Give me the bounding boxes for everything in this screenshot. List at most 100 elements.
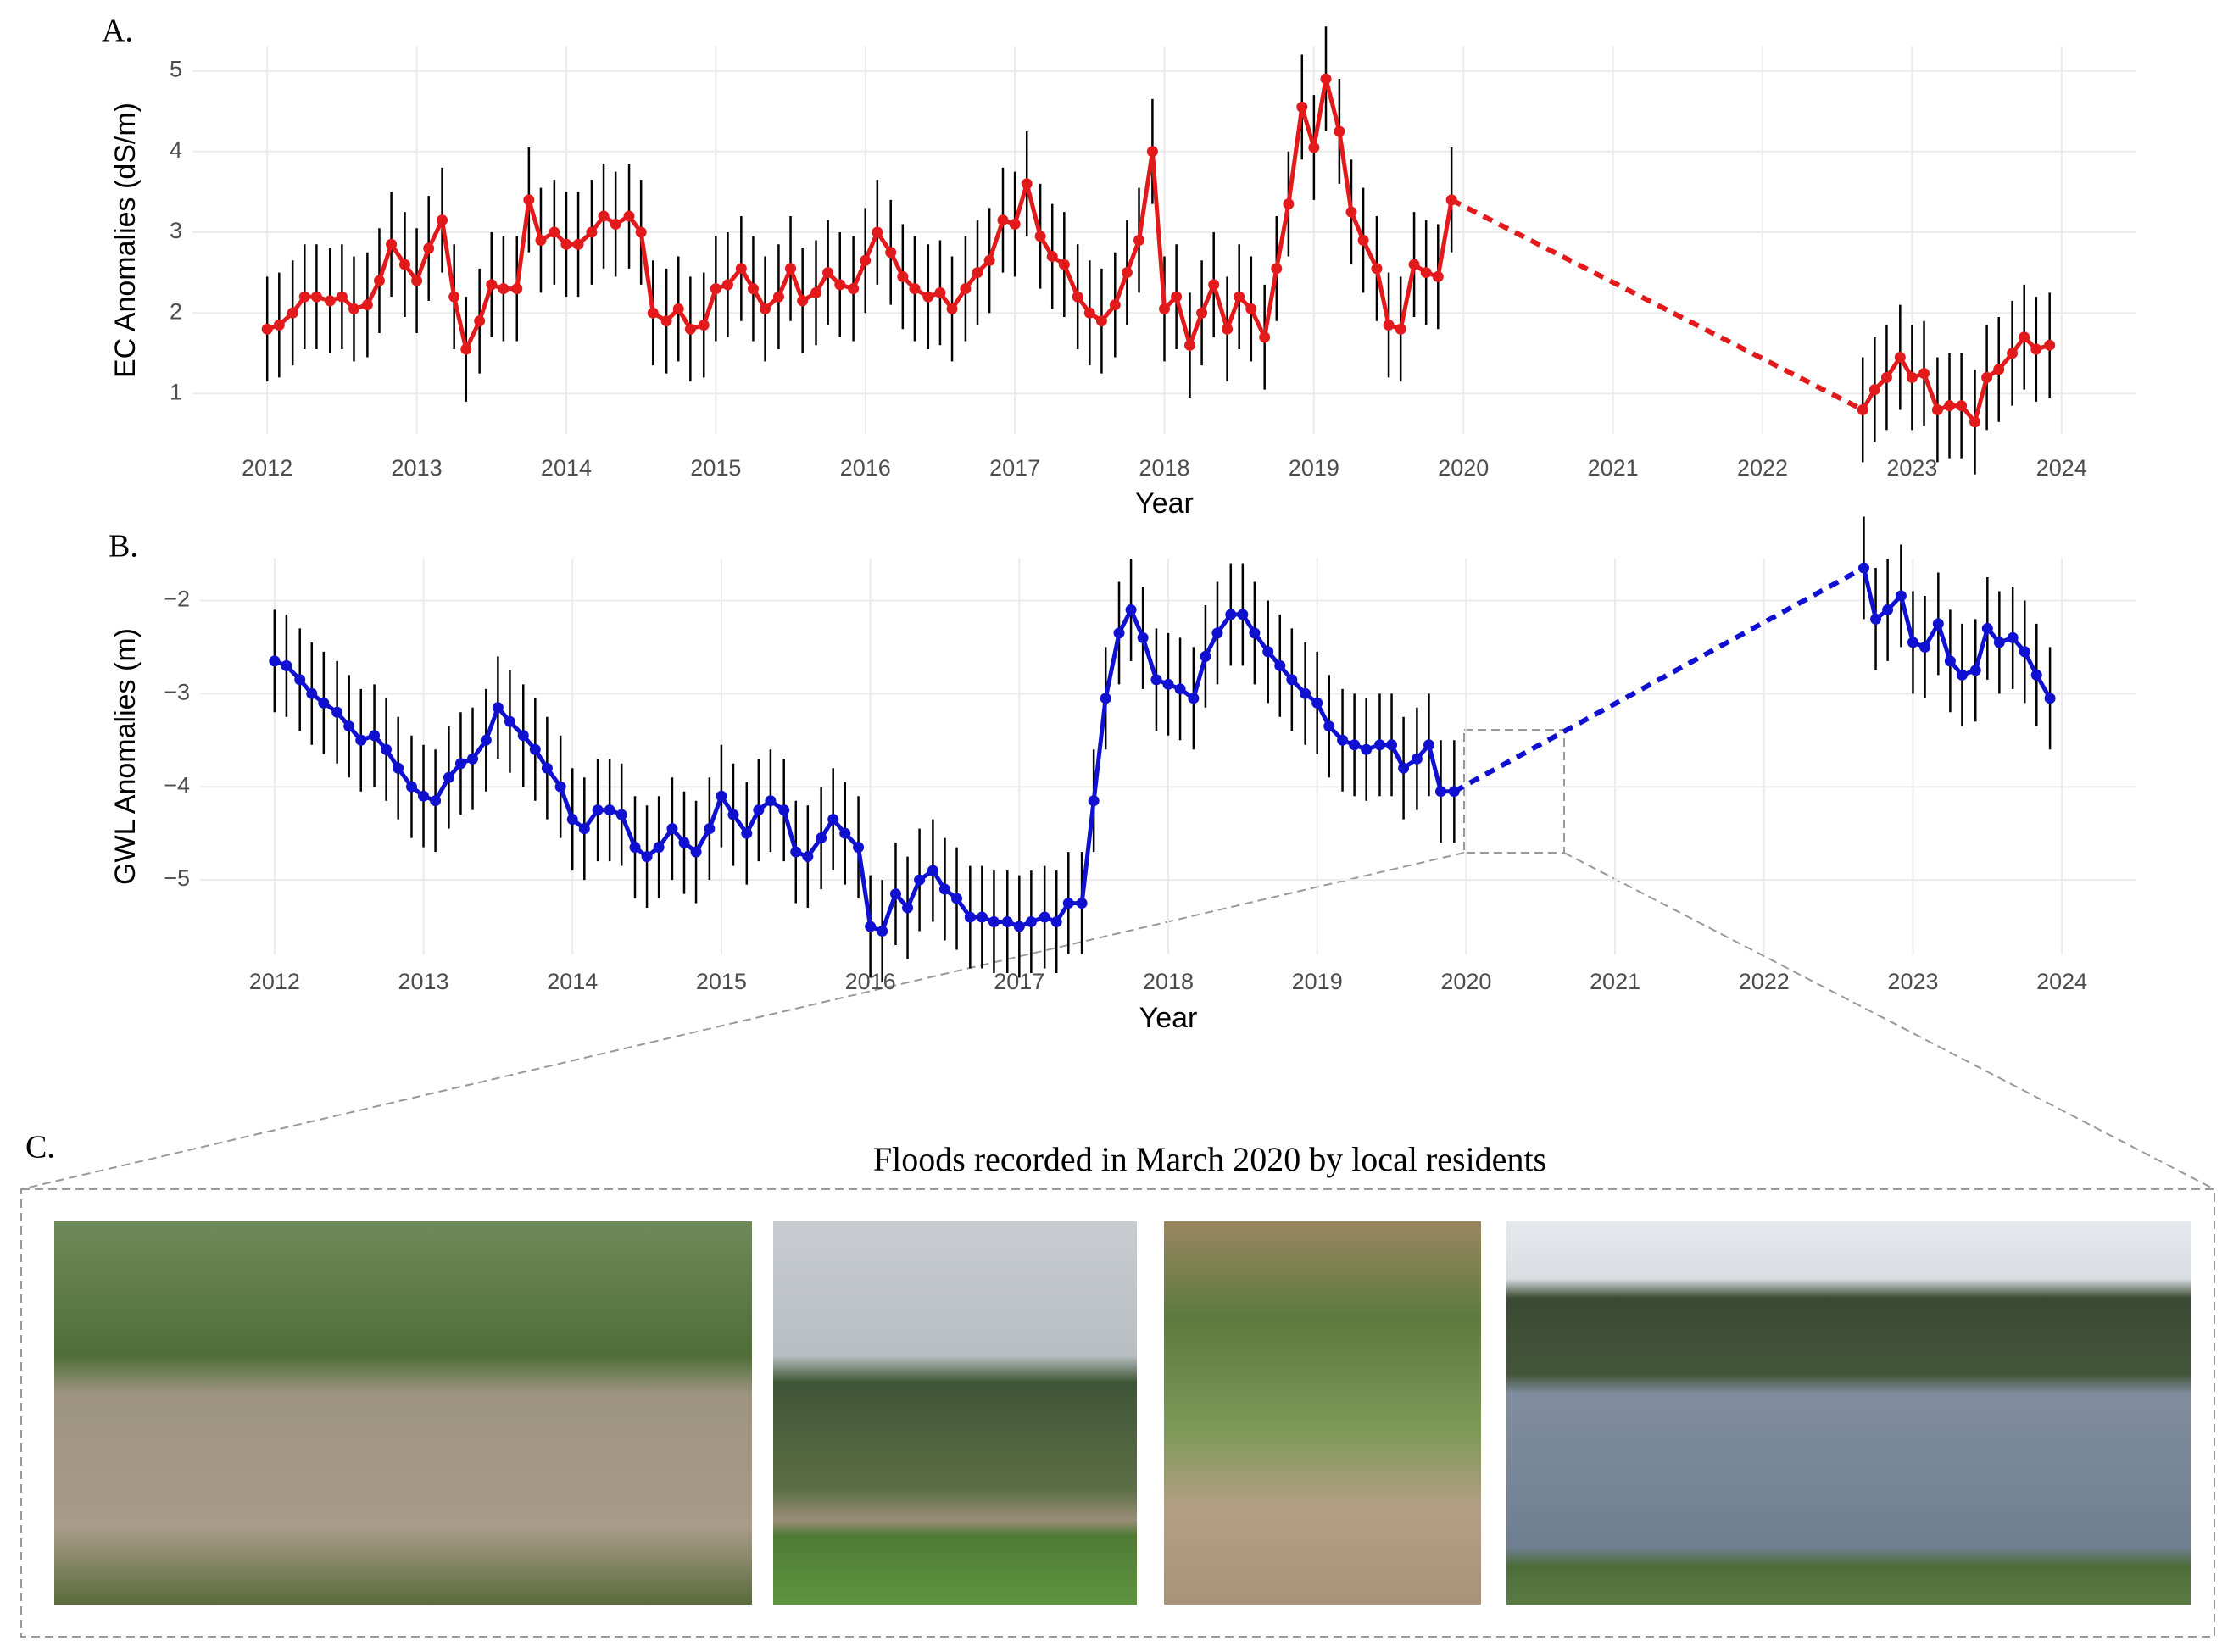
x-tick-label: 2012 bbox=[249, 969, 300, 994]
data-point bbox=[1121, 267, 1133, 279]
data-point bbox=[1137, 631, 1149, 643]
data-point bbox=[934, 286, 946, 298]
data-point bbox=[727, 809, 739, 820]
data-point bbox=[535, 235, 547, 246]
data-point bbox=[976, 911, 988, 923]
data-point bbox=[1259, 331, 1271, 343]
data-point bbox=[1062, 898, 1074, 909]
data-point bbox=[361, 299, 373, 311]
y-tick-label: −3 bbox=[164, 679, 190, 704]
data-point bbox=[1162, 678, 1174, 690]
data-point bbox=[698, 319, 710, 331]
data-point bbox=[897, 270, 909, 282]
panel-label: A. bbox=[102, 14, 133, 49]
data-point bbox=[629, 842, 641, 854]
data-line bbox=[273, 604, 1455, 934]
data-point bbox=[269, 655, 281, 667]
data-point bbox=[1944, 400, 1956, 412]
y-tick-label: 3 bbox=[170, 218, 182, 243]
data-point bbox=[504, 715, 515, 727]
data-point bbox=[398, 259, 410, 270]
data-point bbox=[1125, 604, 1137, 615]
data-point bbox=[889, 888, 901, 900]
data-point bbox=[1274, 659, 1286, 671]
data-point bbox=[437, 214, 448, 226]
data-point bbox=[554, 781, 566, 793]
data-point bbox=[1969, 665, 1981, 676]
data-point bbox=[1200, 650, 1211, 662]
data-point bbox=[1283, 198, 1295, 210]
data-point bbox=[1034, 231, 1046, 242]
data-point bbox=[523, 194, 535, 206]
data-point bbox=[1234, 291, 1245, 303]
data-point bbox=[1969, 416, 1981, 428]
data-point bbox=[511, 283, 523, 295]
data-point bbox=[1196, 307, 1208, 319]
data-point bbox=[549, 226, 560, 238]
data-point bbox=[2007, 631, 2019, 643]
data-point bbox=[1271, 263, 1283, 275]
data-point bbox=[1345, 206, 1357, 218]
data-point bbox=[1395, 323, 1406, 335]
data-point bbox=[598, 210, 610, 222]
data-point bbox=[641, 851, 653, 863]
data-point bbox=[1237, 609, 1249, 620]
data-point bbox=[348, 303, 359, 314]
data-point bbox=[1150, 674, 1162, 686]
data-point bbox=[2019, 331, 2030, 343]
data-point bbox=[294, 674, 306, 686]
data-point bbox=[1337, 734, 1349, 746]
data-point bbox=[1222, 323, 1234, 335]
data-point bbox=[623, 210, 635, 222]
data-point bbox=[517, 730, 529, 742]
data-point bbox=[1262, 646, 1274, 658]
y-tick-label: 2 bbox=[170, 298, 182, 324]
data-point bbox=[480, 734, 492, 746]
data-point bbox=[336, 291, 348, 303]
data-point bbox=[877, 926, 888, 937]
data-point bbox=[1021, 178, 1033, 190]
data-point bbox=[1174, 683, 1186, 695]
data-point bbox=[1956, 400, 1968, 412]
data-point bbox=[1334, 125, 1345, 137]
x-tick-label: 2021 bbox=[1590, 969, 1640, 994]
y-axis-title: EC Anomalies (dS/m) bbox=[109, 103, 142, 378]
data-point bbox=[1113, 627, 1125, 639]
data-point bbox=[1895, 590, 1907, 602]
data-point bbox=[430, 795, 442, 807]
data-line bbox=[1862, 567, 2052, 700]
x-tick-label: 2024 bbox=[2036, 455, 2087, 481]
data-point bbox=[331, 706, 343, 718]
data-point bbox=[1868, 384, 1880, 396]
x-tick-label: 2013 bbox=[398, 969, 448, 994]
data-point bbox=[2007, 348, 2019, 359]
data-point bbox=[834, 279, 846, 291]
data-point bbox=[1245, 303, 1257, 314]
data-point bbox=[716, 790, 727, 802]
data-point bbox=[1013, 921, 1025, 932]
data-point bbox=[1408, 259, 1420, 270]
data-point bbox=[1981, 371, 1993, 383]
data-point bbox=[423, 242, 435, 254]
data-point bbox=[938, 883, 950, 895]
data-point bbox=[1046, 251, 1058, 263]
data-point bbox=[927, 865, 938, 876]
data-point bbox=[486, 279, 498, 291]
data-point bbox=[810, 286, 822, 298]
data-point bbox=[1076, 898, 1088, 909]
data-point bbox=[1420, 267, 1432, 279]
panel-label: C. bbox=[25, 1130, 55, 1165]
data-point bbox=[951, 893, 963, 904]
x-tick-label: 2014 bbox=[547, 969, 598, 994]
data-point bbox=[310, 291, 322, 303]
data-point bbox=[647, 307, 659, 319]
data-point bbox=[1361, 743, 1373, 755]
data-point bbox=[747, 283, 759, 295]
data-point bbox=[418, 790, 430, 802]
data-point bbox=[1906, 371, 1918, 383]
x-tick-label: 2019 bbox=[1289, 455, 1339, 481]
x-tick-label: 2023 bbox=[1886, 455, 1937, 481]
zoom-annotation bbox=[20, 729, 2215, 1638]
data-point bbox=[2019, 646, 2030, 658]
x-tick-label: 2017 bbox=[989, 455, 1040, 481]
